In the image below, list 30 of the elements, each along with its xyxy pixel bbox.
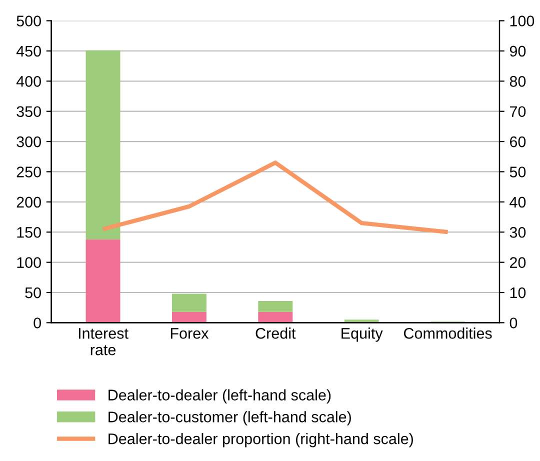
y2-tick-label: 50 — [510, 166, 526, 178]
x-tick-label: Equity — [342, 328, 383, 342]
legend-label: Dealer-to-customer (left-hand scale) — [108, 411, 351, 426]
y-tick-label: 350 — [16, 106, 41, 118]
y2-tick-label: 80 — [510, 76, 526, 87]
legend-label: Dealer-to-dealer (left-hand scale) — [108, 389, 331, 404]
y2-tick-label: 20 — [510, 257, 526, 268]
y-tick-label: 500 — [16, 16, 41, 26]
x-tick-label: Interest rate — [78, 328, 128, 356]
y-tick-label: 200 — [16, 196, 41, 208]
y2-tick-label: 10 — [510, 287, 526, 298]
y-tick-label: 250 — [16, 166, 41, 178]
y-tick-label: 0 — [34, 318, 41, 328]
x-tick-label: Credit — [256, 328, 296, 339]
y-tick-label: 300 — [16, 136, 41, 148]
y2-tick-label: 0 — [510, 318, 518, 328]
y2-tick-label: 30 — [510, 226, 526, 238]
y2-tick-label: 100 — [510, 16, 534, 26]
y2-tick-label: 40 — [510, 196, 526, 208]
y-tick-label: 150 — [17, 226, 41, 238]
y-tick-label: 450 — [16, 46, 41, 57]
y-tick-label: 100 — [17, 257, 41, 268]
x-tick-label: Commodities — [404, 328, 492, 339]
legend-label: Dealer-to-dealer proportion (right-hand scale) — [108, 433, 413, 448]
y-tick-label: 400 — [16, 76, 41, 87]
y2-tick-label: 70 — [510, 106, 526, 118]
y2-tick-label: 60 — [510, 136, 526, 148]
y2-tick-label: 90 — [510, 46, 526, 57]
y-tick-label: 50 — [25, 287, 41, 298]
x-tick-label: Forex — [170, 328, 209, 339]
